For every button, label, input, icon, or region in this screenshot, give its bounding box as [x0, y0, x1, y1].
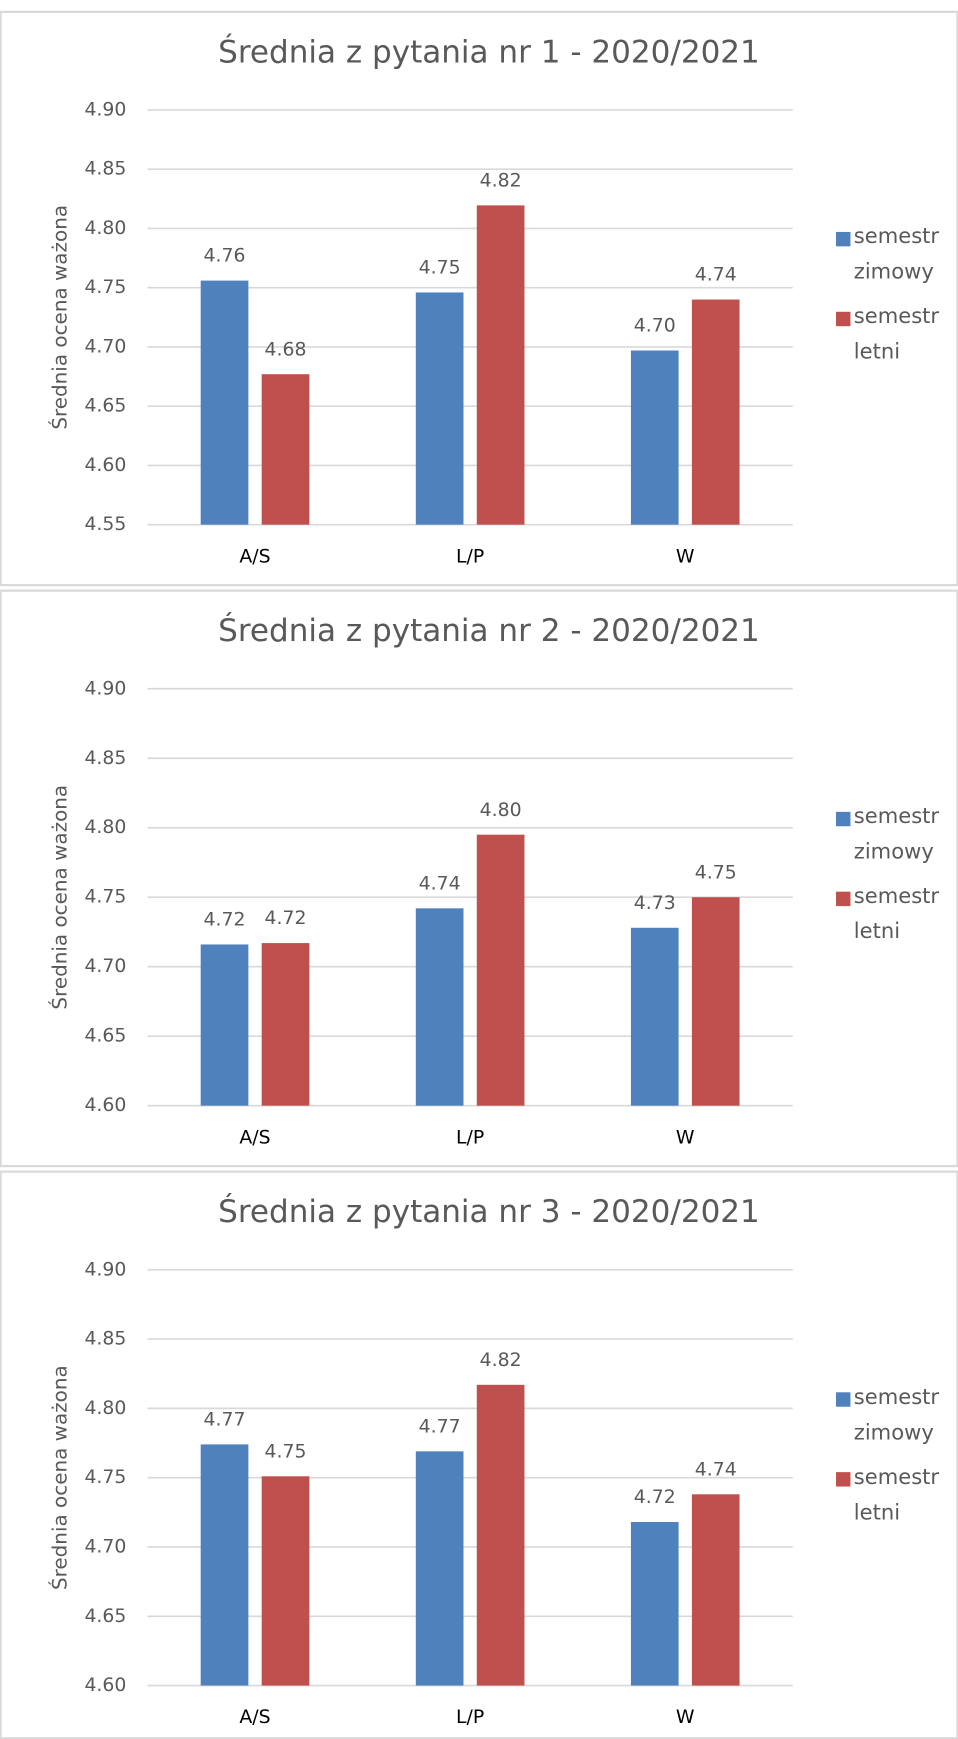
legend-entry: semestr letni	[853, 304, 940, 364]
data-label: 4.72	[204, 910, 246, 931]
bar	[476, 834, 525, 1106]
y-tick-label: 4.75	[84, 1467, 126, 1488]
legend-entry: semestr zimowy	[853, 1384, 940, 1445]
data-label: 4.75	[419, 258, 461, 279]
bar	[691, 299, 740, 525]
y-tick-label: 4.60	[84, 1675, 126, 1696]
data-label: 4.80	[480, 800, 522, 821]
legend-swatch	[836, 231, 851, 247]
y-axis-label: Średnia ocena ważona	[47, 205, 71, 430]
bar	[261, 1476, 310, 1686]
x-tick-label: W	[676, 1127, 695, 1148]
y-tick-label: 4.85	[84, 748, 126, 769]
x-tick-label: L/P	[456, 1707, 484, 1728]
chart-title: Średnia z pytania nr 2 - 2020/2021	[218, 610, 760, 649]
legend-label: semestr zimowy	[853, 1384, 940, 1445]
bar	[415, 908, 464, 1106]
y-tick-label: 4.80	[84, 817, 126, 838]
y-tick-label: 4.75	[84, 277, 126, 298]
legend-entry: semestr zimowy	[853, 804, 940, 864]
y-tick-label: 4.85	[84, 1329, 126, 1350]
y-tick-label: 4.80	[84, 1398, 126, 1419]
data-label: 4.77	[204, 1410, 246, 1431]
data-label: 4.70	[634, 316, 676, 337]
data-label: 4.82	[480, 1350, 522, 1371]
legend-entry: semestr letni	[853, 883, 940, 944]
y-tick-label: 4.65	[84, 396, 126, 417]
legend-label: semestr letni	[853, 883, 940, 944]
y-axis-label: Średnia ocena ważona	[47, 785, 71, 1010]
x-tick-label: L/P	[456, 1127, 484, 1148]
y-tick-label: 4.75	[84, 887, 126, 908]
y-tick-label: 4.60	[84, 455, 126, 476]
y-tick-label: 4.60	[84, 1095, 126, 1116]
x-tick-label: W	[676, 1707, 695, 1728]
y-tick-label: 4.55	[84, 514, 126, 535]
x-tick-label: W	[676, 546, 695, 567]
y-tick-label: 4.70	[84, 336, 126, 357]
bar	[200, 944, 249, 1106]
legend-swatch	[836, 891, 851, 907]
data-label: 4.76	[204, 246, 246, 267]
data-label: 4.72	[634, 1487, 676, 1508]
y-tick-label: 4.90	[84, 678, 126, 699]
bar	[630, 927, 679, 1106]
legend-swatch	[836, 1392, 851, 1407]
legend-entry: semestr zimowy	[853, 224, 940, 285]
data-label: 4.77	[419, 1416, 461, 1437]
legend-label: semestr zimowy	[853, 804, 940, 864]
y-tick-label: 4.85	[84, 159, 126, 180]
chart-title: Średnia z pytania nr 1 - 2020/2021	[218, 31, 760, 70]
bar	[415, 292, 464, 525]
data-label: 4.82	[480, 170, 522, 191]
x-tick-label: A/S	[239, 1127, 270, 1148]
y-tick-label: 4.90	[84, 1259, 126, 1280]
y-tick-label: 4.65	[84, 1026, 126, 1047]
bar	[691, 1494, 740, 1686]
data-label: 4.75	[695, 862, 737, 883]
y-tick-label: 4.70	[84, 1536, 126, 1557]
y-tick-label: 4.90	[84, 99, 126, 120]
bar	[630, 350, 679, 525]
legend-label: semestr letni	[853, 1464, 940, 1525]
data-label: 4.72	[265, 908, 307, 929]
bar	[476, 1384, 525, 1686]
x-tick-label: A/S	[239, 546, 270, 567]
legend-label: semestr letni	[853, 304, 940, 364]
y-tick-label: 4.65	[84, 1606, 126, 1627]
data-label: 4.68	[265, 339, 307, 360]
chart-title: Średnia z pytania nr 3 - 2020/2021	[218, 1191, 760, 1230]
bar	[200, 1444, 249, 1686]
y-tick-label: 4.70	[84, 956, 126, 977]
bar	[261, 943, 310, 1106]
legend-swatch	[836, 1472, 851, 1487]
bar	[415, 1451, 464, 1686]
legend-swatch	[836, 311, 851, 327]
y-tick-label: 4.80	[84, 218, 126, 239]
bar	[630, 1522, 679, 1686]
bar	[200, 280, 249, 525]
bar	[476, 205, 525, 525]
bar	[261, 374, 310, 525]
data-label: 4.73	[634, 893, 676, 914]
data-label: 4.74	[419, 873, 461, 894]
data-label: 4.74	[695, 265, 737, 286]
legend-label: semestr zimowy	[853, 224, 940, 285]
data-label: 4.74	[695, 1459, 737, 1480]
x-tick-label: A/S	[239, 1707, 270, 1728]
x-tick-label: L/P	[456, 546, 484, 567]
legend-swatch	[836, 811, 851, 827]
data-label: 4.75	[265, 1441, 307, 1462]
y-axis-label: Średnia ocena ważona	[47, 1365, 71, 1590]
legend-entry: semestr letni	[853, 1464, 940, 1525]
bar	[691, 897, 740, 1106]
